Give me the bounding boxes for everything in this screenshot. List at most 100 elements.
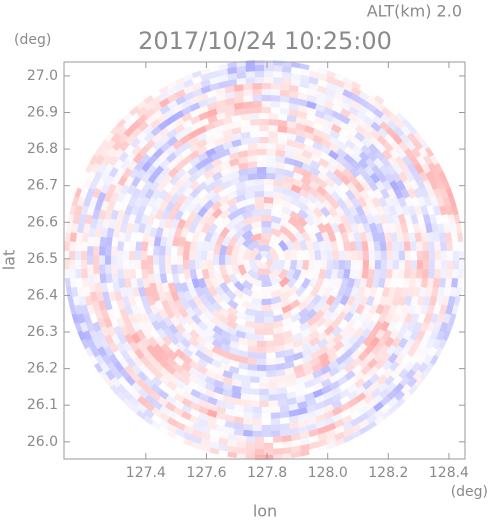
radar-cell xyxy=(362,173,374,185)
radar-cell xyxy=(256,346,267,354)
radar-cell xyxy=(174,414,187,425)
radar-cell xyxy=(218,80,229,89)
radar-cell xyxy=(198,392,210,403)
radar-cell xyxy=(213,137,225,147)
radar-cell xyxy=(290,445,301,454)
radar-cell xyxy=(416,250,424,261)
radar-cell xyxy=(188,366,200,378)
radar-cell xyxy=(91,299,101,311)
radar-cell xyxy=(270,100,281,108)
radar-cell xyxy=(80,204,89,216)
radar-cell xyxy=(356,260,364,270)
radar-cell xyxy=(172,362,184,374)
radar-cell xyxy=(301,361,313,371)
radar-cell xyxy=(440,260,448,270)
radar-cell xyxy=(409,269,417,279)
radar-cell xyxy=(108,341,119,354)
radar-cell xyxy=(115,166,126,179)
radar-cell xyxy=(189,395,201,406)
radar-cell xyxy=(335,154,347,166)
radar-cell xyxy=(409,155,420,167)
radar-cell xyxy=(406,286,415,298)
radar-cell xyxy=(134,259,142,270)
radar-cell xyxy=(404,147,415,160)
radar-cell xyxy=(150,88,162,100)
radar-cell xyxy=(333,214,343,226)
radar-cell xyxy=(78,295,87,306)
radar-cell xyxy=(368,303,379,315)
radar-cell xyxy=(314,231,325,243)
radar-cell xyxy=(152,255,160,265)
radar-cell xyxy=(354,181,365,193)
radar-cell xyxy=(176,315,188,327)
radar-cell xyxy=(177,236,187,247)
radar-cell xyxy=(415,241,423,252)
radar-cell xyxy=(78,213,87,225)
radar-cell xyxy=(123,364,135,376)
radar-cell xyxy=(149,328,160,340)
radar-cell xyxy=(452,241,460,252)
radar-cell xyxy=(152,361,165,373)
radar-cell xyxy=(241,222,253,233)
radar-cell xyxy=(452,269,460,279)
radar-cell xyxy=(151,157,163,169)
radar-cell xyxy=(179,375,191,386)
radar-cell xyxy=(226,312,238,323)
radar-cell xyxy=(355,335,367,347)
radar-cell xyxy=(337,189,349,202)
radar-cell xyxy=(175,323,186,335)
radar-cell xyxy=(251,214,262,223)
radar-cell xyxy=(104,245,112,256)
radar-cell xyxy=(301,341,313,352)
radar-cell xyxy=(201,222,212,234)
radar-cell xyxy=(261,406,271,414)
radar-cell xyxy=(194,250,202,260)
radar-cell xyxy=(396,361,407,373)
radar-cell xyxy=(183,240,192,251)
radar-cell xyxy=(323,100,335,110)
radar-cell xyxy=(270,430,281,438)
radar-cell xyxy=(268,376,279,384)
radar-cell xyxy=(431,222,440,234)
radar-cell xyxy=(409,241,417,252)
radar-cell xyxy=(86,255,94,265)
radar-cell xyxy=(286,132,297,142)
radar-cell xyxy=(173,123,186,134)
radar-cell xyxy=(311,147,324,158)
radar-cell xyxy=(208,428,220,438)
radar-cell xyxy=(390,140,402,152)
radar-cell xyxy=(210,352,223,363)
radar-cell xyxy=(203,231,214,243)
radar-cell xyxy=(166,423,178,434)
radar-cell xyxy=(398,368,409,380)
radar-cell xyxy=(379,164,390,176)
radar-cell xyxy=(352,213,363,225)
radar-cell xyxy=(356,342,368,355)
radar-cell xyxy=(159,236,168,247)
radar-cell xyxy=(168,334,180,346)
radar-cell xyxy=(81,277,89,288)
radar-cell xyxy=(204,134,216,145)
radar-cell xyxy=(200,286,211,298)
radar-cell xyxy=(330,269,339,280)
radar-cell xyxy=(282,65,293,73)
radar-cell xyxy=(358,84,371,95)
radar-cell xyxy=(327,302,339,314)
radar-cell xyxy=(367,150,379,162)
radar-cell xyxy=(279,107,290,116)
radar-cell xyxy=(247,173,258,181)
radar-cell xyxy=(163,327,174,339)
radar-cell xyxy=(149,205,160,217)
radar-cell xyxy=(350,430,362,441)
radar-cell xyxy=(396,231,405,243)
radar-cell xyxy=(451,232,459,243)
radar-cell xyxy=(392,375,404,387)
radar-cell xyxy=(254,334,264,342)
radar-cell xyxy=(294,285,307,298)
radar-cell xyxy=(261,100,272,108)
radar-cell xyxy=(167,299,178,311)
radar-cell xyxy=(415,330,426,342)
radar-cell xyxy=(94,154,106,166)
radar-cell xyxy=(104,255,112,265)
radar-cell xyxy=(261,286,273,294)
